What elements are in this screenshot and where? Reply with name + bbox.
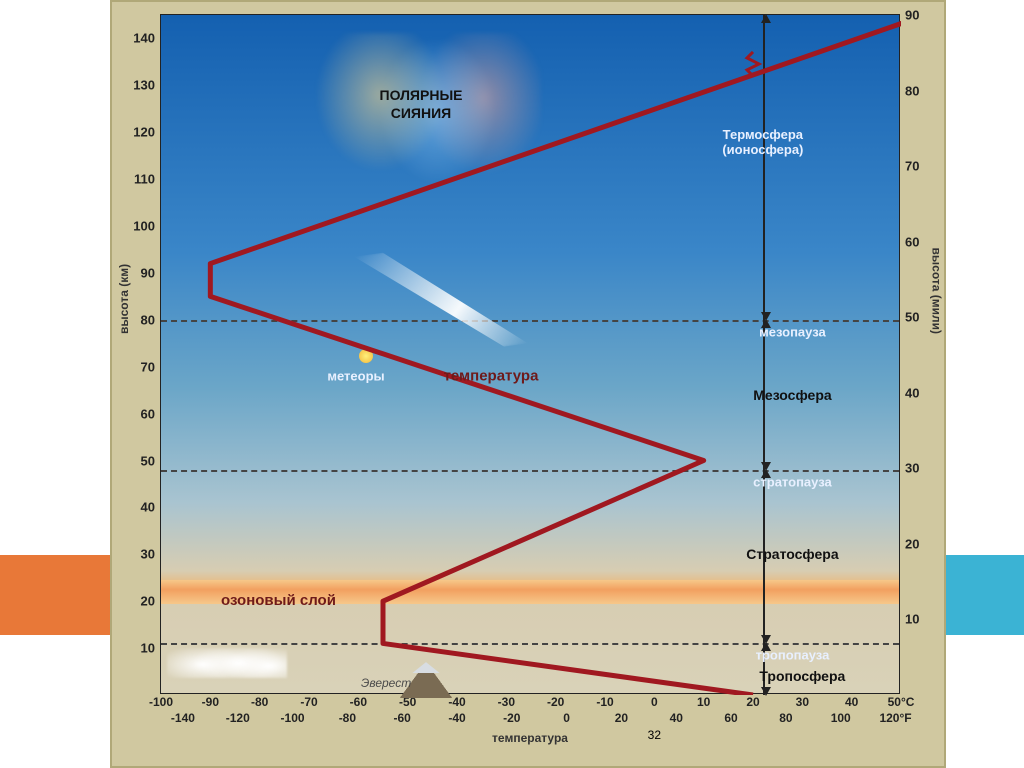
axis-tick: -80 — [251, 693, 268, 709]
decor-block-left — [0, 555, 110, 635]
axis-tick: 70 — [899, 159, 919, 174]
axis-tick: 20 — [615, 693, 628, 725]
axis-tick: -100 — [149, 693, 173, 709]
mesopause-label: мезопауза — [759, 324, 826, 339]
axis-tick: 110 — [134, 172, 161, 187]
axis-tick: 90 — [899, 8, 919, 23]
axis-tick: 120°F — [879, 693, 911, 725]
axis-tick: -80 — [339, 693, 356, 725]
axis-tick: -20 — [547, 693, 564, 709]
axis-tick: 10 — [697, 693, 710, 709]
axis-tick: 30 — [899, 461, 919, 476]
axis-tick: 30 — [141, 547, 161, 562]
temperature-label: температура — [444, 368, 539, 385]
axis-tick: 100 — [831, 693, 851, 725]
axis-tick: 50 — [899, 310, 919, 325]
plot-area: высота (км) высота (мили) температура 10… — [160, 14, 900, 694]
axis-tick: 0 — [563, 693, 570, 725]
x-axis-label: температура — [492, 731, 568, 745]
axis-tick: 50 — [141, 453, 161, 468]
axis-tick: 40 — [899, 385, 919, 400]
axis-tick: -10 — [596, 693, 613, 709]
axis-tick: 20 — [141, 594, 161, 609]
aurora-title: ПОЛЯРНЫЕ — [380, 87, 463, 103]
axis-tick: -90 — [202, 693, 219, 709]
axis-tick: 100 — [133, 219, 161, 234]
chart-panel: высота (км) высота (мили) температура 10… — [110, 0, 946, 768]
axis-tick: -120 — [226, 693, 250, 725]
axis-tick: 20 — [899, 536, 919, 551]
axis-tick: 80 — [141, 312, 161, 327]
axis-tick: 130 — [133, 78, 161, 93]
axis-tick: 60 — [141, 406, 161, 421]
axis-tick: 70 — [141, 359, 161, 374]
axis-tick: 90 — [141, 265, 161, 280]
axis-tick: -100 — [281, 693, 305, 725]
axis-tick: 10 — [141, 641, 161, 656]
thermosphere-label: Термосфера (ионосфера) — [695, 127, 831, 157]
troposphere-label: Тропосфера — [759, 668, 845, 684]
tropopause-label: тропопауза — [756, 648, 830, 663]
y-axis-right-label: высота (мили) — [929, 248, 943, 334]
x-tick-32f: 32 — [648, 693, 661, 742]
everest-label: Эверест — [361, 676, 411, 690]
axis-tick: -140 — [171, 693, 195, 725]
y-axis-left-label: высота (км) — [117, 264, 131, 334]
axis-tick: 40 — [670, 693, 683, 725]
axis-tick: 60 — [724, 693, 737, 725]
axis-tick: -20 — [503, 693, 520, 725]
stratosphere-label: Стратосфера — [746, 546, 838, 562]
axis-tick: 20 — [746, 693, 759, 709]
stratopause-label: стратопауза — [753, 474, 832, 489]
ozone-label: озоновый слой — [221, 592, 336, 609]
axis-tick: 10 — [899, 612, 919, 627]
axis-tick: 80 — [899, 83, 919, 98]
aurora-subtitle: СИЯНИЯ — [391, 105, 451, 121]
axis-tick: 30 — [796, 693, 809, 709]
meteors-label: метеоры — [327, 369, 384, 384]
axis-tick: 40 — [141, 500, 161, 515]
axis-tick: 80 — [779, 693, 792, 725]
axis-tick: 60 — [899, 234, 919, 249]
decor-block-right — [946, 555, 1024, 635]
axis-tick: 120 — [133, 125, 161, 140]
axis-tick: 140 — [133, 31, 161, 46]
mesosphere-label: Мезосфера — [753, 387, 831, 403]
